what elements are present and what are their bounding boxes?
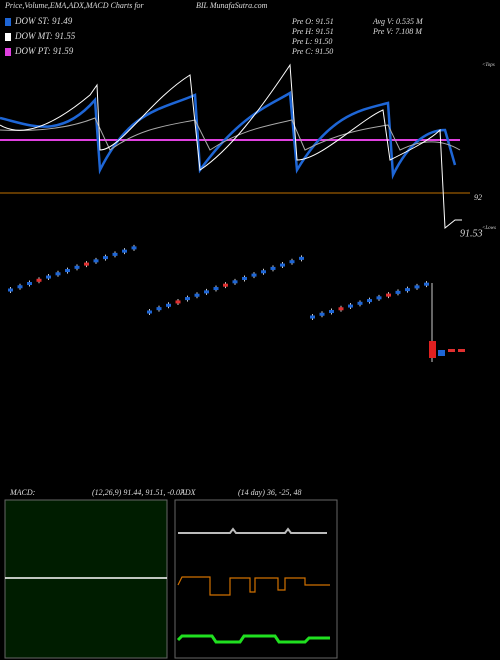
candle [299,256,304,260]
candle [103,256,108,260]
candle [122,249,127,253]
candle [261,270,266,274]
candle [17,285,23,289]
candle [424,282,429,286]
info: Pre O: 91.51 [291,17,334,26]
candle [84,262,89,266]
candle [156,307,162,311]
candle [310,315,315,319]
last-label: 91.53 [460,228,483,239]
info: Pre C: 91.50 [291,47,333,56]
candle [242,276,247,280]
candle [386,293,391,297]
candle [65,269,70,273]
candle [204,290,209,294]
legend-swatch [5,48,11,56]
candle [93,259,99,263]
candle [232,280,238,284]
candle [357,301,363,305]
volume: Pre V: 7.108 M [372,27,423,36]
info: Pre H: 91.51 [291,27,334,36]
header-left: Price,Volume,EMA,ADX,MACD Charts for [4,1,145,10]
adx-params: (14 day) 36, -25, 48 [238,488,302,497]
volume: Avg V: 0.535 M [372,17,424,26]
candle [280,263,285,267]
legend-label: DOW PT: 91.59 [14,46,74,56]
candle [185,297,190,301]
candle [438,350,445,356]
candles [8,244,465,362]
candle [8,288,13,292]
candle [27,282,32,286]
candle [395,290,401,294]
st-line [0,90,457,180]
candle [223,283,228,287]
candle [147,310,152,314]
info: Pre L: 91.50 [291,37,332,46]
candle [112,252,118,256]
plus-di-line [177,576,330,596]
candle [429,341,436,358]
candle [175,300,181,304]
candle [319,312,325,316]
candle [166,303,171,307]
macd-params: (12,26,9) 91.44, 91.51, -0.07 [92,488,185,497]
adx-line [178,527,327,534]
candle [194,293,200,297]
candle [348,304,353,308]
tops-label: <Tops [482,63,495,68]
candle [414,285,420,289]
minus-di-line [176,634,330,644]
candle [36,278,42,282]
header-center: BIL MunafaSutra.com [196,1,268,10]
candle [405,288,410,292]
macd-panel [4,499,168,659]
candle [270,266,276,270]
candle [367,299,372,303]
price-line [0,63,462,230]
candle [46,275,51,279]
legend-swatch [5,18,11,26]
candle [458,349,465,352]
candle [55,272,61,276]
level-label: 92 [474,193,482,202]
legend-label: DOW MT: 91.55 [14,31,76,41]
candle [289,260,295,264]
candle [131,246,137,250]
lows-label: <Lows [482,226,496,231]
macd-name: MACD: [9,488,36,497]
legend-swatch [5,33,11,41]
candle [213,287,219,291]
candle [376,296,382,300]
candle [74,265,80,269]
mt-line [0,117,461,151]
candle [251,273,257,277]
adx-name: ADX [179,488,197,497]
candle [329,310,334,314]
legend: DOW ST: 91.49 DOW MT: 91.55 DOW PT: 91.59 [5,16,76,56]
legend-label: DOW ST: 91.49 [14,16,73,26]
candle [448,349,455,352]
adx-panel [174,499,338,659]
candle [338,307,344,311]
